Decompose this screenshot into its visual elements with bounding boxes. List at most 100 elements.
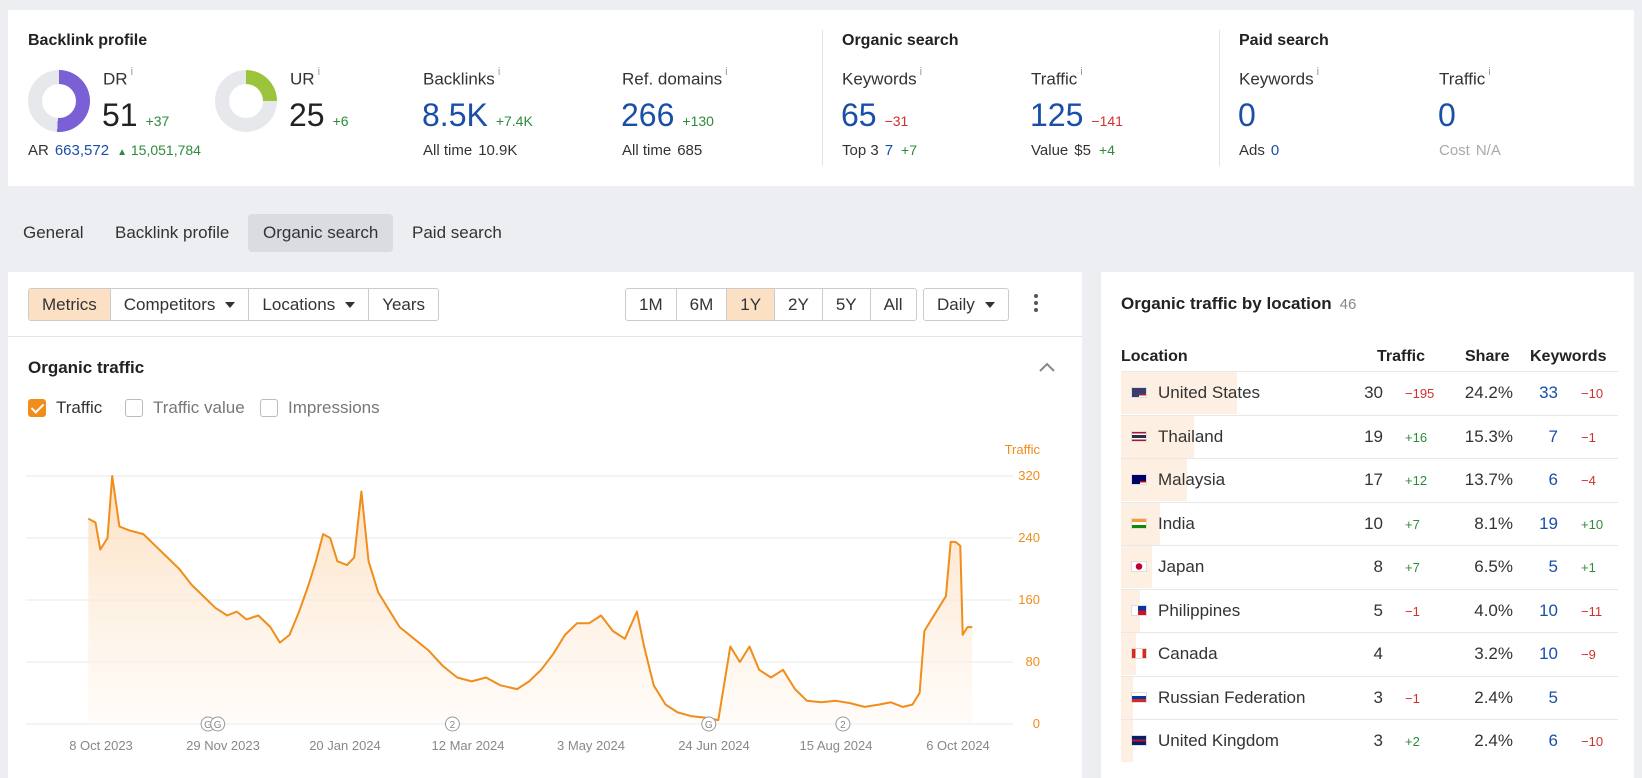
share-bar <box>1121 676 1133 719</box>
location-keywords[interactable]: 33 <box>1539 383 1558 402</box>
location-traffic[interactable]: 5 <box>1373 600 1383 620</box>
info-icon[interactable]: i <box>130 66 134 78</box>
location-name[interactable]: Malaysia <box>1158 470 1226 489</box>
info-icon[interactable]: i <box>317 66 321 78</box>
location-keywords[interactable]: 10 <box>1539 600 1558 620</box>
location-keywords[interactable]: 6 <box>1548 470 1558 489</box>
organic-traffic-label[interactable]: Traffic i <box>1031 66 1083 89</box>
traffic-value-checkbox[interactable]: Traffic value <box>125 398 245 418</box>
location-name[interactable]: United Kingdom <box>1158 731 1279 750</box>
event-marker[interactable] <box>835 716 851 732</box>
chevron-up-icon[interactable] <box>1039 362 1055 372</box>
location-keywords[interactable]: 5 <box>1548 687 1558 707</box>
location-name[interactable]: Canada <box>1158 644 1218 663</box>
interval-dropdown[interactable]: Daily <box>923 288 1009 321</box>
location-traffic[interactable]: 3 <box>1373 687 1383 707</box>
location-row[interactable]: Malaysia 17 +12 13.7% 6 −4 <box>1121 458 1618 501</box>
tab-organic-search[interactable]: Organic search <box>248 214 394 252</box>
ar-value[interactable]: 663,572 <box>54 142 110 159</box>
paid-keywords-label[interactable]: Keywords i <box>1239 66 1320 89</box>
location-traffic[interactable]: 8 <box>1373 557 1383 576</box>
ur-label[interactable]: UR i <box>290 66 321 89</box>
column-header-keywords[interactable]: Keywords <box>1530 348 1607 365</box>
cost-row: Cost N/A <box>1439 142 1501 159</box>
location-row[interactable]: Japan 8 +7 6.5% 5 +1 <box>1121 545 1618 588</box>
metrics-button[interactable]: Metrics <box>29 289 111 320</box>
location-name[interactable]: United States <box>1158 383 1261 402</box>
traffic-line[interactable] <box>87 475 973 722</box>
backlinks-value[interactable]: 8.5K +7.4K <box>422 97 533 133</box>
location-row[interactable]: Canada 4 3.2% 10 −9 <box>1121 632 1618 675</box>
location-name[interactable]: Russian Federation <box>1158 687 1306 707</box>
location-keywords[interactable]: 7 <box>1548 426 1558 446</box>
dr-label[interactable]: DR i <box>103 66 134 89</box>
info-icon[interactable]: i <box>1316 66 1320 78</box>
info-icon[interactable]: i <box>497 66 501 78</box>
ar-delta: ▲ 15,051,784 <box>117 142 201 158</box>
interval-value[interactable]: Daily <box>924 289 1008 320</box>
info-icon[interactable]: i <box>1488 66 1491 78</box>
organic-keywords-label[interactable]: Keywords i <box>842 66 923 89</box>
divider <box>822 30 823 166</box>
range-1y-button[interactable]: 1Y <box>727 289 776 320</box>
location-traffic[interactable]: 19 <box>1364 426 1383 446</box>
event-marker[interactable] <box>210 716 226 732</box>
x-tick-label: 8 Oct 2023 <box>69 738 133 753</box>
location-share: 4.0% <box>1474 600 1513 620</box>
location-keywords[interactable]: 19 <box>1539 513 1558 533</box>
location-row[interactable]: India 10 +7 8.1% 19 +10 <box>1121 501 1618 545</box>
location-traffic[interactable]: 10 <box>1364 513 1383 533</box>
column-header-share[interactable]: Share <box>1465 348 1510 365</box>
tab-paid-search[interactable]: Paid search <box>412 223 502 242</box>
location-row[interactable]: Thailand 19 +16 15.3% 7 −1 <box>1121 414 1618 458</box>
organic-traffic-value[interactable]: 125 −141 <box>1030 97 1123 133</box>
impressions-checkbox[interactable]: Impressions <box>260 398 380 418</box>
location-traffic[interactable]: 4 <box>1373 644 1383 663</box>
location-row[interactable]: United States 30 −195 24.2% 33 −10 <box>1121 371 1618 414</box>
location-name[interactable]: Philippines <box>1158 600 1241 620</box>
location-name[interactable]: Thailand <box>1158 426 1224 446</box>
location-share: 3.2% <box>1474 644 1513 663</box>
event-marker[interactable] <box>701 716 717 732</box>
years-button[interactable]: Years <box>382 295 426 314</box>
ref-domains-label[interactable]: Ref. domains i <box>622 66 728 89</box>
event-marker[interactable] <box>444 716 460 732</box>
range-2y-button[interactable]: 2Y <box>775 289 823 320</box>
location-row[interactable]: United Kingdom 3 +2 2.4% 6 −10 <box>1121 719 1618 762</box>
range-5y-button[interactable]: 5Y <box>823 289 871 320</box>
info-icon[interactable]: i <box>1080 66 1083 78</box>
range-all-button[interactable]: All <box>883 295 903 314</box>
column-header-location[interactable]: Location <box>1121 348 1188 365</box>
location-row[interactable]: Philippines 5 −1 4.0% 10 −11 <box>1121 588 1618 632</box>
paid-keywords-value[interactable]: 0 <box>1238 97 1256 133</box>
info-icon[interactable]: i <box>919 66 923 78</box>
location-keywords[interactable]: 6 <box>1548 731 1558 750</box>
traffic-checkbox[interactable]: Traffic <box>28 398 102 418</box>
range-1m-button[interactable]: 1M <box>626 289 677 320</box>
ref-domains-value[interactable]: 266 +130 <box>621 97 714 133</box>
th-flag-icon <box>1131 430 1147 442</box>
location-traffic[interactable]: 30 <box>1364 383 1383 402</box>
paid-traffic-label[interactable]: Traffic i <box>1439 66 1491 89</box>
location-traffic[interactable]: 3 <box>1373 731 1383 750</box>
locations-dropdown[interactable]: Locations <box>249 289 370 320</box>
organic-keywords-value[interactable]: 65 −31 <box>841 97 909 133</box>
location-name[interactable]: Japan <box>1158 557 1205 576</box>
tab-backlink-profile[interactable]: Backlink profile <box>115 223 230 242</box>
backlinks-label[interactable]: Backlinks i <box>423 66 501 89</box>
location-keywords[interactable]: 10 <box>1539 644 1558 663</box>
column-header-traffic[interactable]: Traffic <box>1377 348 1426 365</box>
share-bar <box>1121 589 1140 632</box>
info-icon[interactable]: i <box>725 66 728 78</box>
range-6m-button[interactable]: 6M <box>677 289 728 320</box>
competitors-dropdown[interactable]: Competitors <box>111 289 250 320</box>
location-traffic[interactable]: 17 <box>1364 470 1383 489</box>
location-row[interactable]: Russian Federation 3 −1 2.4% 5 <box>1121 675 1618 719</box>
ur-delta: +6 <box>332 113 349 129</box>
location-keywords[interactable]: 5 <box>1548 557 1558 576</box>
location-name[interactable]: India <box>1158 513 1195 533</box>
tab-general[interactable]: General <box>23 223 84 242</box>
paid-traffic-value[interactable]: 0 <box>1438 97 1456 133</box>
more-options-icon[interactable] <box>1033 294 1039 316</box>
